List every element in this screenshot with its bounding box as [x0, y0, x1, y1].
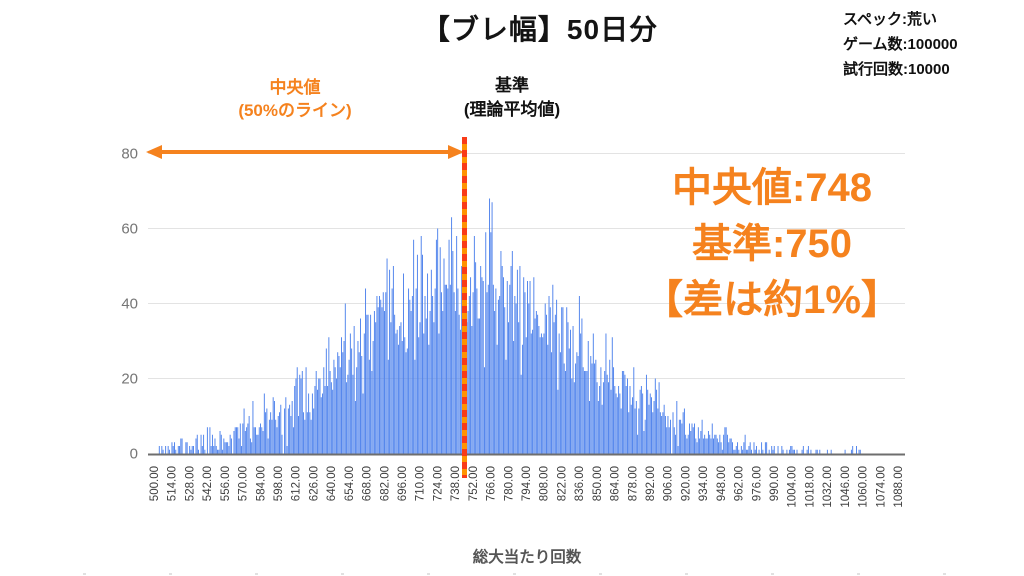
x-tick-label: 850.00 — [592, 466, 604, 501]
x-tick-label: 1060.00 — [858, 466, 870, 508]
x-tick-label: 556.00 — [220, 466, 232, 501]
x-tick-label: 640.00 — [326, 466, 338, 501]
x-tick-label: 626.00 — [308, 466, 320, 501]
x-tick-label: 654.00 — [344, 466, 356, 501]
baseline-annotation: 基準 (理論平均値) — [422, 74, 602, 122]
baseline-annotation-line2: (理論平均値) — [463, 100, 561, 119]
result-baseline: 基準:750 — [691, 222, 853, 266]
x-tick-label: 710.00 — [415, 466, 427, 501]
median-annotation: 中央値 (50%のライン) — [175, 76, 415, 122]
baseline-annotation-line1: 基準 — [495, 76, 529, 95]
median-annotation-line1: 中央値 — [269, 78, 321, 97]
spec-line-games: ゲーム数:100000 — [843, 36, 958, 53]
x-tick-label: 962.00 — [734, 466, 746, 501]
page-title-text: 【ブレ幅】50日分 — [421, 14, 659, 45]
x-tick-label: 976.00 — [751, 466, 763, 501]
x-tick-label: 808.00 — [539, 466, 551, 501]
arrow-right-head-icon — [448, 145, 464, 159]
x-tick-label: 906.00 — [663, 466, 675, 501]
x-tick-label: 1046.00 — [840, 466, 852, 508]
x-tick-label: 780.00 — [503, 466, 515, 501]
y-tick-label-40: 40 — [121, 296, 138, 313]
x-tick-label: 1004.00 — [787, 466, 799, 508]
x-tick-label: 1088.00 — [893, 466, 905, 508]
x-tick-label: 1032.00 — [822, 466, 834, 508]
x-tick-label: 1074.00 — [875, 466, 887, 508]
x-tick-label: 682.00 — [379, 466, 391, 501]
x-tick-label: 752.00 — [468, 466, 480, 501]
x-tick-label: 500.00 — [149, 466, 161, 501]
x-tick-label: 766.00 — [486, 466, 498, 501]
x-tick-label: 822.00 — [556, 466, 568, 501]
spec-line-trials: 試行回数:10000 — [843, 61, 950, 78]
x-tick-label: 738.00 — [450, 466, 462, 501]
x-tick-label: 668.00 — [362, 466, 374, 501]
y-tick-label-80: 80 — [121, 146, 138, 163]
x-tick-label: 542.00 — [202, 466, 214, 501]
y-tick-label-20: 20 — [121, 371, 138, 388]
x-tick-label: 570.00 — [238, 466, 250, 501]
median-annotation-line2: (50%のライン) — [238, 101, 352, 120]
result-summary: 中央値:748 基準:750 【差は約1%】 — [600, 160, 944, 328]
spec-line-spec: スペック:荒い — [843, 11, 937, 28]
result-diff: 【差は約1%】 — [643, 278, 901, 322]
x-tick-label: 794.00 — [521, 466, 533, 501]
slide-guide-dots — [0, 573, 1024, 575]
y-tick-label-60: 60 — [121, 221, 138, 238]
histogram-bars — [158, 198, 861, 454]
x-tick-label: 612.00 — [291, 466, 303, 501]
x-tick-label: 934.00 — [698, 466, 710, 501]
median-range-arrow — [160, 150, 450, 154]
x-axis-title: 総大当たり回数 — [473, 547, 582, 566]
x-tick-label: 836.00 — [574, 466, 586, 501]
baseline-reference-line — [462, 137, 467, 478]
x-tick-label: 864.00 — [610, 466, 622, 501]
x-tick-label: 990.00 — [769, 466, 781, 501]
x-tick-label: 528.00 — [184, 466, 196, 501]
x-tick-label: 584.00 — [255, 466, 267, 501]
page-title: 【ブレ幅】50日分 — [0, 8, 1024, 48]
x-tick-label: 878.00 — [627, 466, 639, 501]
y-tick-label-0: 0 — [130, 446, 138, 463]
x-tick-label: 948.00 — [716, 466, 728, 501]
x-tick-label: 920.00 — [680, 466, 692, 501]
result-median: 中央値:748 — [671, 166, 873, 210]
x-tick-label: 892.00 — [645, 466, 657, 501]
x-tick-label: 696.00 — [397, 466, 409, 501]
x-tick-label: 514.00 — [167, 466, 179, 501]
x-tick-label: 724.00 — [432, 466, 444, 501]
spec-block: スペック:荒い ゲーム数:100000 試行回数:10000 — [843, 7, 958, 82]
x-tick-label: 1018.00 — [804, 466, 816, 508]
x-tick-label: 598.00 — [273, 466, 285, 501]
arrow-left-head-icon — [146, 145, 162, 159]
